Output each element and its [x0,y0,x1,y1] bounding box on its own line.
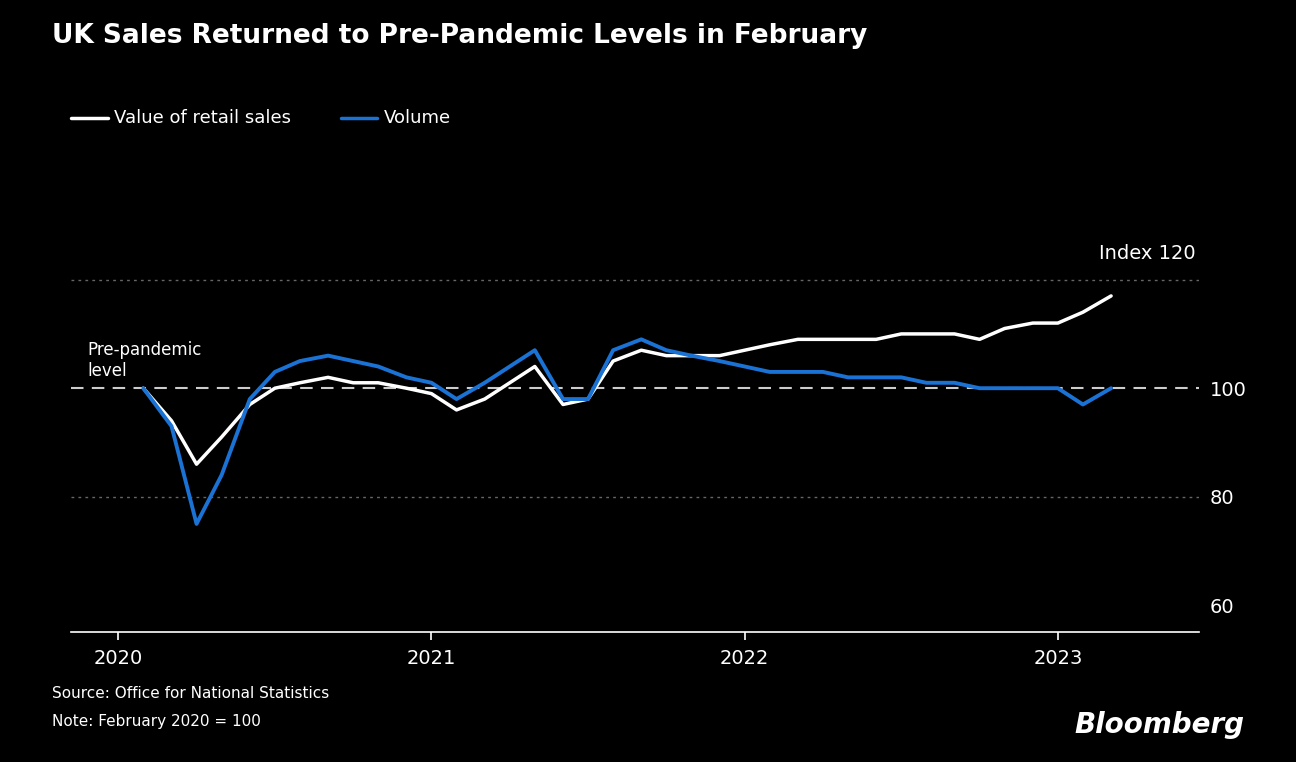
Text: Pre-pandemic
level: Pre-pandemic level [87,341,201,380]
Text: Index 120: Index 120 [1099,245,1196,264]
Text: Source: Office for National Statistics: Source: Office for National Statistics [52,686,329,701]
Text: Bloomberg: Bloomberg [1074,711,1244,739]
Text: Note: February 2020 = 100: Note: February 2020 = 100 [52,714,260,729]
Text: Volume: Volume [384,109,451,127]
Text: UK Sales Returned to Pre-Pandemic Levels in February: UK Sales Returned to Pre-Pandemic Levels… [52,23,867,49]
Text: Value of retail sales: Value of retail sales [114,109,292,127]
